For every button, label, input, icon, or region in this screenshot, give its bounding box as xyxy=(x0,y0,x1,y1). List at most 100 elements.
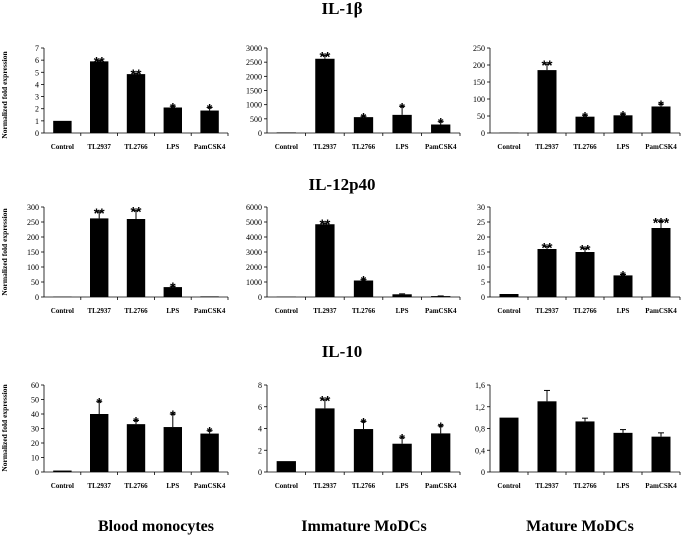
p22-bar-control xyxy=(499,417,519,472)
p00-bar-control xyxy=(53,120,72,133)
p21-significance-mark: * xyxy=(399,431,405,447)
p10-y-tick-label: 300 xyxy=(27,203,39,212)
p21-y-tick-label: 8 xyxy=(258,381,262,390)
p01-y-tick-label: 2000 xyxy=(246,72,262,81)
p11-bar-tl2766 xyxy=(353,280,374,297)
p02-bar-tl2766 xyxy=(575,116,595,133)
p00-significance-mark: * xyxy=(207,101,213,117)
p20-y-axis-label: Normalized fold expression xyxy=(0,383,9,471)
p11-y-tick-label: 5000 xyxy=(246,218,262,227)
p01-x-tick-label: PamCSK4 xyxy=(425,143,457,151)
p10-bar-tl2937 xyxy=(90,218,109,297)
p12-x-tick-label: Control xyxy=(497,307,520,315)
p10-y-tick-label: 50 xyxy=(31,278,39,287)
p21-significance-mark: ** xyxy=(319,393,330,409)
p00-bar-pamcsk4 xyxy=(200,110,219,133)
p21-y-tick-label: 6 xyxy=(258,403,262,412)
p12-x-tick-label: LPS xyxy=(617,307,630,315)
p00-y-tick-label: 0 xyxy=(35,129,39,138)
p12-y-tick-label: 10 xyxy=(477,263,485,272)
p01-y-tick-label: 1500 xyxy=(246,87,262,96)
p20-y-tick-label: 0 xyxy=(35,468,39,477)
p00-y-tick-label: 6 xyxy=(35,56,39,65)
p22-y-tick-label: 1,2 xyxy=(475,403,485,412)
p20-bar-control xyxy=(53,470,72,472)
p01-y-tick-label: 0 xyxy=(258,129,262,138)
p00-significance-mark: * xyxy=(170,99,176,115)
p11-y-tick-label: 1000 xyxy=(246,278,262,287)
p22-y-tick-label: 0,8 xyxy=(475,425,485,434)
p12-y-tick-label: 5 xyxy=(481,278,485,287)
p01-y-tick-label: 500 xyxy=(250,115,262,124)
p20-significance-mark: * xyxy=(133,414,139,430)
p12-y-tick-label: 0 xyxy=(481,293,485,302)
p12-significance-mark: * xyxy=(620,268,626,284)
p21-bar-lps xyxy=(392,443,412,472)
p21-y-tick-label: 4 xyxy=(258,425,262,434)
p11-x-tick-label: TL2766 xyxy=(352,307,376,315)
p10-significance-mark: ** xyxy=(94,205,105,221)
p12-y-tick-label: 25 xyxy=(477,218,485,227)
p12-significance-mark: ** xyxy=(580,241,591,257)
p20-y-tick-label: 50 xyxy=(31,396,39,405)
p02-significance-mark: ** xyxy=(542,57,553,73)
p10-bar-tl2766 xyxy=(126,219,146,297)
p10-significance-mark: ** xyxy=(131,204,142,220)
p11-y-tick-label: 0 xyxy=(258,293,262,302)
p00-y-tick-label: 7 xyxy=(35,44,39,53)
p11-bar-pamcsk4 xyxy=(431,296,451,297)
p21-y-tick-label: 2 xyxy=(258,446,262,455)
p01-significance-mark: * xyxy=(438,115,444,131)
p10-y-tick-label: 100 xyxy=(27,263,39,272)
p00-y-tick-label: 3 xyxy=(35,93,39,102)
p20-y-tick-label: 10 xyxy=(31,454,39,463)
p11-x-tick-label: Control xyxy=(275,307,298,315)
p10-x-tick-label: PamCSK4 xyxy=(194,307,226,315)
p22-x-tick-label: LPS xyxy=(617,482,630,490)
p10-x-tick-label: TL2937 xyxy=(88,307,112,315)
p12-x-tick-label: PamCSK4 xyxy=(645,307,677,315)
p02-bar-pamcsk4 xyxy=(651,106,671,133)
p02-y-tick-label: 100 xyxy=(473,95,485,104)
p22-x-tick-label: TL2937 xyxy=(535,482,559,490)
p01-bar-tl2766 xyxy=(353,117,374,133)
p10-x-tick-label: Control xyxy=(51,307,74,315)
p12-bar-lps xyxy=(613,275,633,297)
p12-y-tick-label: 20 xyxy=(477,233,485,242)
p02-x-tick-label: TL2937 xyxy=(535,143,559,151)
column-label-mature-modcs: Mature MoDCs xyxy=(526,518,634,535)
p21-y-tick-label: 0 xyxy=(258,468,262,477)
p02-y-tick-label: 150 xyxy=(473,78,485,87)
row-title-il10: IL-10 xyxy=(322,342,363,361)
p10-y-axis-label: Normalized fold expression xyxy=(0,207,9,295)
p20-y-tick-label: 60 xyxy=(31,381,39,390)
p22-x-tick-label: TL2766 xyxy=(573,482,597,490)
p02-y-tick-label: 50 xyxy=(477,112,485,121)
p00-x-tick-label: TL2766 xyxy=(124,143,148,151)
p12-bar-tl2766 xyxy=(575,252,595,297)
p02-x-tick-label: Control xyxy=(497,143,520,151)
p21-x-tick-label: PamCSK4 xyxy=(425,482,457,490)
p21-bar-tl2937 xyxy=(315,408,335,472)
p01-x-tick-label: TL2766 xyxy=(352,143,376,151)
p01-bar-tl2937 xyxy=(315,58,335,134)
row-title-il1b: IL-1β xyxy=(321,0,362,18)
row-title-il12p40: IL-12p40 xyxy=(308,175,375,194)
p11-y-tick-label: 6000 xyxy=(246,203,262,212)
p11-bar-lps xyxy=(392,294,412,297)
p02-y-tick-label: 200 xyxy=(473,61,485,70)
p01-significance-mark: ** xyxy=(319,48,330,64)
p01-x-tick-label: Control xyxy=(275,143,298,151)
p21-x-tick-label: LPS xyxy=(396,482,409,490)
p21-significance-mark: * xyxy=(361,414,367,430)
p02-y-tick-label: 0 xyxy=(481,129,485,138)
p00-bar-tl2766 xyxy=(126,74,146,133)
p11-significance-mark: ** xyxy=(319,216,330,232)
p00-bar-lps xyxy=(163,107,182,133)
p00-y-tick-label: 5 xyxy=(35,68,39,77)
p22-y-tick-label: 0 xyxy=(481,468,485,477)
p11-y-tick-label: 3000 xyxy=(246,248,262,257)
column-label-blood-monocytes: Blood monocytes xyxy=(98,518,214,535)
p10-bar-lps xyxy=(163,287,182,297)
p00-x-tick-label: TL2937 xyxy=(88,143,112,151)
